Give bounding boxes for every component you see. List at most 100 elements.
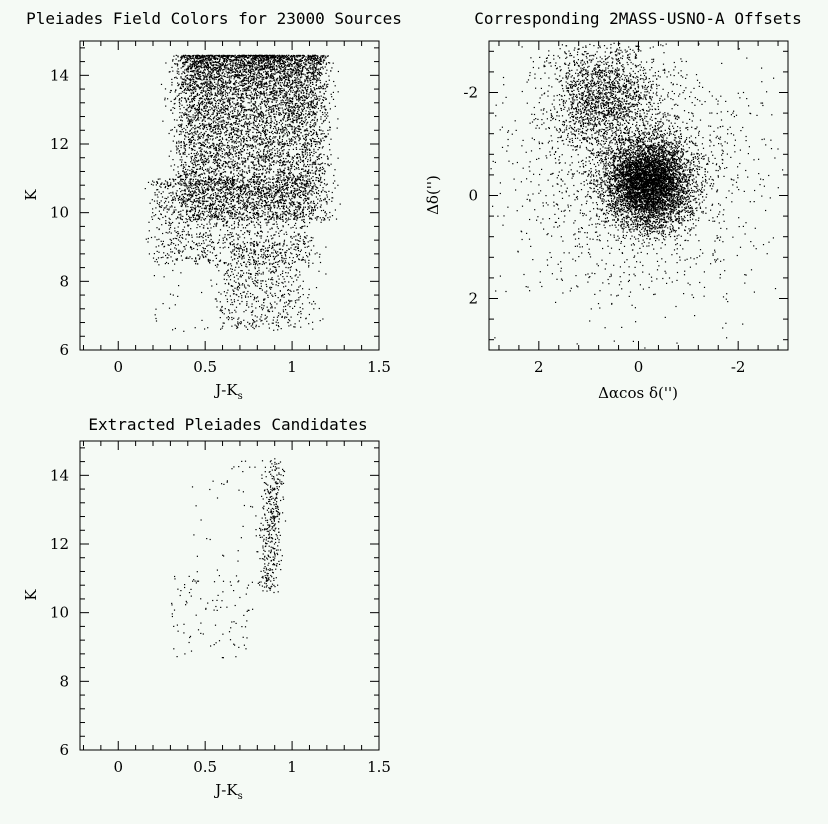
data-point [189,179,191,181]
data-point [244,325,246,327]
data-point [292,196,294,198]
data-point [266,306,268,308]
data-point [206,94,209,96]
data-point [268,172,270,174]
data-point [319,141,321,143]
data-point [204,195,206,197]
data-point [181,56,183,58]
data-point [247,206,249,208]
data-point [163,245,166,247]
data-point [247,159,249,161]
data-point [196,161,198,163]
data-point [313,77,315,79]
data-point [178,198,180,200]
data-point [213,56,215,58]
data-point [243,187,245,189]
data-point [183,78,185,80]
data-point [239,114,241,116]
data-point [307,56,309,58]
data-point [250,161,252,163]
data-point [245,309,247,311]
data-point [209,259,211,261]
data-point [293,95,295,97]
data-point [252,121,255,123]
data-point [203,117,205,119]
data-point [267,231,269,233]
data-point [249,89,251,91]
data-point [257,187,259,189]
data-point [187,224,189,226]
data-point [241,257,243,259]
data-point [199,196,201,198]
data-point [186,209,188,211]
data-point [233,199,235,201]
data-point [242,249,244,251]
data-point [278,87,280,89]
data-point [195,172,197,175]
data-point [223,75,225,77]
data-point [193,134,195,136]
data-point [258,188,260,191]
data-point [284,124,287,126]
data-point [207,75,209,77]
data-point [300,83,302,86]
data-point [257,216,259,219]
data-point [179,174,181,177]
data-point [313,129,315,132]
data-point [246,152,248,154]
data-point [237,222,239,224]
data-point [212,109,214,111]
data-point [292,156,294,159]
data-point [233,107,235,109]
data-point [292,68,294,70]
data-point [224,76,226,78]
data-point [180,124,183,126]
data-point [246,172,248,174]
data-point [270,235,272,237]
data-point [315,163,317,165]
data-point [203,67,205,69]
data-point [238,211,241,213]
data-point [204,64,206,66]
data-point [272,73,274,75]
data-point [256,82,258,84]
data-point [187,206,189,208]
data-point [211,144,213,146]
data-point [225,57,227,60]
data-point [220,192,223,194]
data-point [242,200,244,202]
data-point [256,270,259,273]
data-point [294,168,296,171]
data-point [314,122,316,124]
data-point [172,59,174,61]
data-point [195,64,197,66]
data-point [202,115,205,117]
data-point [173,135,175,137]
data-point [217,192,219,194]
data-point [274,295,277,297]
data-point [209,128,211,130]
data-point [194,132,196,134]
data-point [265,114,267,116]
data-point [244,186,246,188]
data-point [289,181,291,183]
data-point [264,214,266,216]
data-point [287,105,289,107]
data-point [228,136,230,139]
data-point [225,64,227,66]
data-point [224,73,226,75]
data-point [159,185,161,187]
data-point [287,64,289,66]
data-point [256,151,259,153]
data-point [221,204,224,206]
data-point [281,259,283,261]
data-point [243,98,245,100]
data-point [183,127,185,129]
data-point [242,180,244,182]
data-point [195,70,197,72]
data-point [270,98,272,100]
data-point [237,85,239,87]
data-point [190,89,192,91]
data-point [212,215,214,217]
data-point [287,289,289,291]
